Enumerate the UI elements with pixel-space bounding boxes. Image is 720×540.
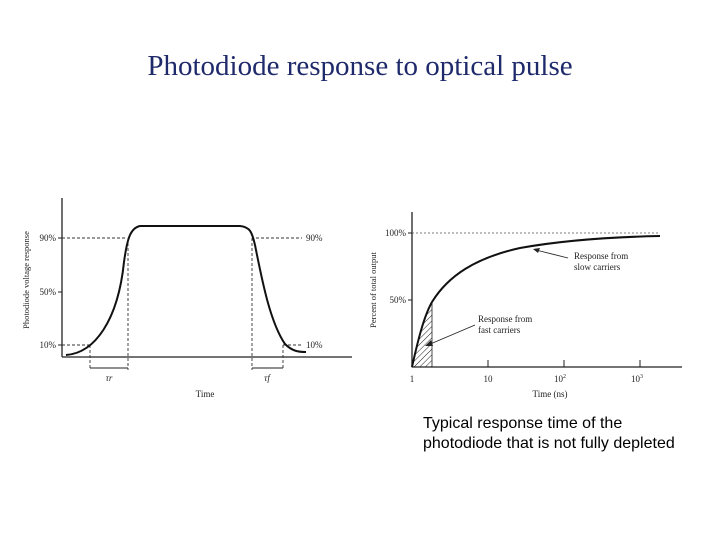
caption-line-2: photodiode that is not fully depleted xyxy=(423,435,675,452)
figure-caption: Typical response time of the photodiode … xyxy=(423,414,718,454)
right-x-tick-100-exp: 2 xyxy=(563,374,566,380)
right-x-tick-label-1: 1 xyxy=(410,374,415,384)
left-y-tick-label-50: 50% xyxy=(40,287,57,297)
right-slow-arrowhead xyxy=(533,248,540,253)
right-y-axis-label: Percent of total output xyxy=(368,251,378,327)
right-y-tick-label-50: 50% xyxy=(390,295,407,305)
right-fast-label-line2: fast carriers xyxy=(478,325,521,335)
right-x-tick-label-100: 102 xyxy=(554,374,566,384)
right-x-tick-100-base: 10 xyxy=(554,374,564,384)
caption-line-1: Typical response time of the xyxy=(423,415,623,432)
left-x-axis-label: Time xyxy=(196,389,215,399)
left-y-tick-label-90: 90% xyxy=(40,233,57,243)
left-rise-time-label: τr xyxy=(106,373,113,383)
right-y-tick-label-100: 100% xyxy=(385,228,407,238)
left-y-axis-label: Photodiode voltage response xyxy=(21,231,31,329)
right-fast-arrowhead xyxy=(425,340,433,346)
left-right-label-90: 90% xyxy=(306,233,323,243)
right-x-tick-1000-exp: 3 xyxy=(640,374,643,380)
right-slow-label-line2: slow carriers xyxy=(574,262,621,272)
right-x-tick-label-10: 10 xyxy=(484,374,494,384)
right-response-curve xyxy=(411,235,661,368)
left-right-label-10: 10% xyxy=(306,340,323,350)
right-slow-label-line1: Response from xyxy=(574,251,628,261)
left-pulse-curve xyxy=(65,225,307,356)
right-x-tick-label-1000: 103 xyxy=(631,374,643,384)
right-x-axis-label: Time (ns) xyxy=(533,389,568,399)
slide-title: Photodiode response to optical pulse xyxy=(147,50,573,82)
right-fast-arrow xyxy=(427,324,476,346)
left-y-tick-label-10: 10% xyxy=(40,340,57,350)
right-slow-arrow xyxy=(535,249,569,259)
right-x-tick-1000-base: 10 xyxy=(631,374,641,384)
right-fast-label-line1: Response from xyxy=(478,314,532,324)
left-fall-time-label: τf xyxy=(264,373,271,383)
